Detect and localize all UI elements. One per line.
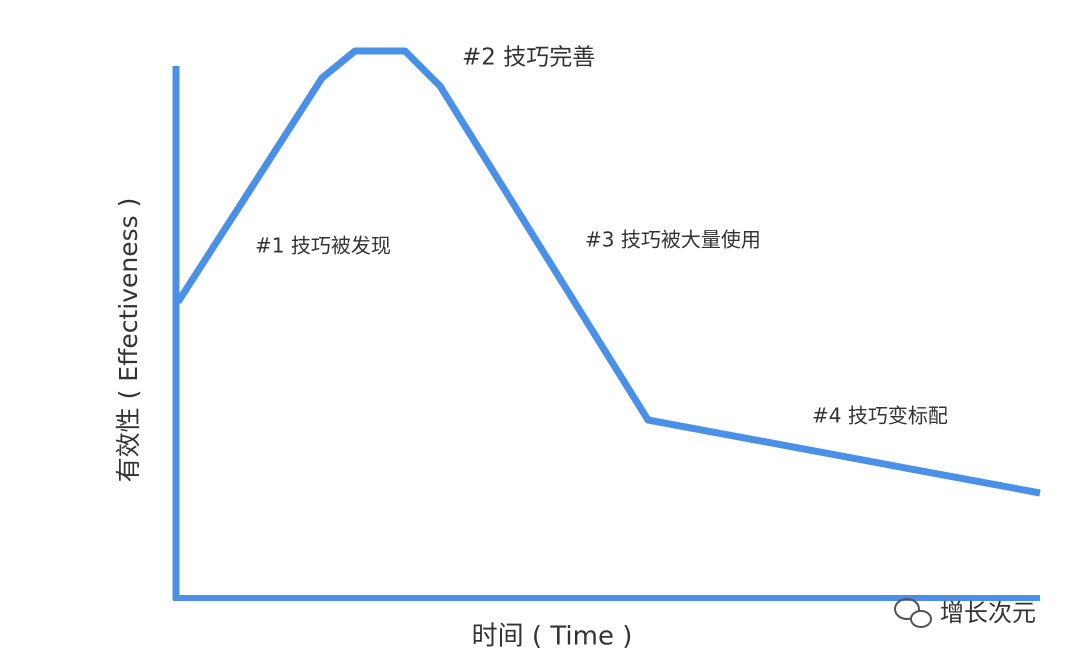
y-axis-label: 有效性 ( Effectiveness ) [114, 198, 143, 483]
effectiveness-curve [175, 47, 1041, 497]
x-axis-label: 时间 ( Time ) [472, 622, 633, 652]
annotation: #1 技巧被发现 [255, 234, 391, 258]
annotation: #3 技巧被大量使用 [585, 228, 761, 252]
annotation: #2 技巧完善 [462, 45, 595, 71]
watermark-icon [894, 598, 932, 628]
watermark: 增长次元 [940, 599, 1036, 627]
annotation: #4 技巧变标配 [812, 404, 948, 428]
